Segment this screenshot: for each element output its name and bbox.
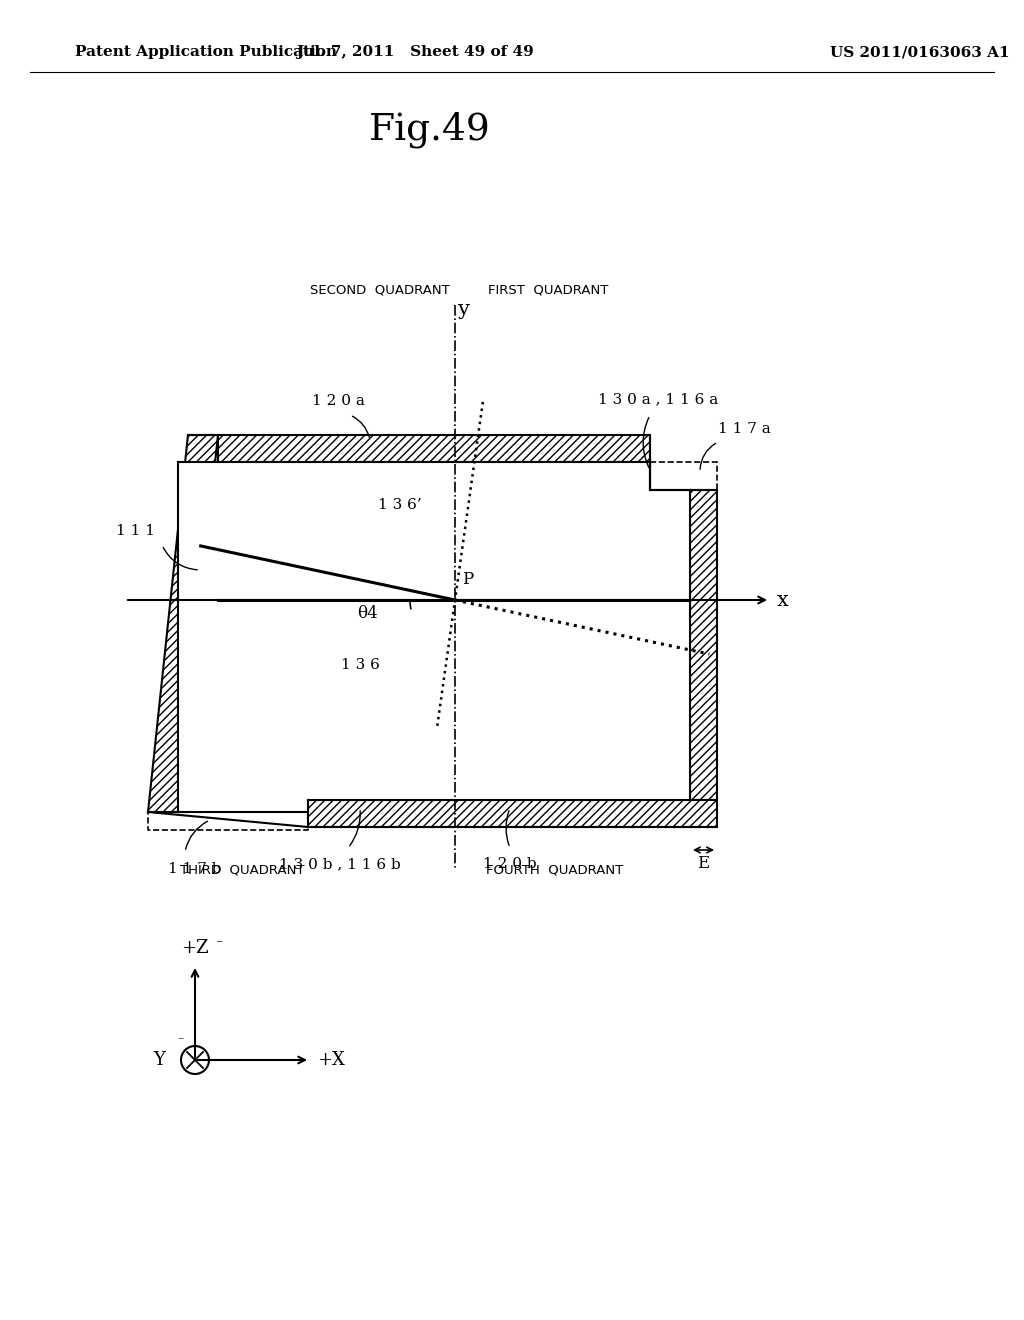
Text: Patent Application Publication: Patent Application Publication bbox=[75, 45, 337, 59]
Text: 1 2 0 b: 1 2 0 b bbox=[483, 857, 537, 871]
Text: +X: +X bbox=[317, 1051, 345, 1069]
Polygon shape bbox=[218, 436, 650, 462]
Text: 1 3 0 a , 1 1 6 a: 1 3 0 a , 1 1 6 a bbox=[598, 392, 718, 407]
Text: 1 2 0 a: 1 2 0 a bbox=[311, 393, 365, 408]
Text: THIRD  QUADRANT: THIRD QUADRANT bbox=[180, 863, 304, 876]
Text: FOURTH  QUADRANT: FOURTH QUADRANT bbox=[486, 863, 624, 876]
Polygon shape bbox=[308, 800, 717, 828]
Text: FIRST  QUADRANT: FIRST QUADRANT bbox=[488, 284, 608, 297]
Text: US 2011/0163063 A1: US 2011/0163063 A1 bbox=[830, 45, 1010, 59]
Text: 1 3 6’: 1 3 6’ bbox=[378, 498, 422, 512]
Text: 1 1 7 b: 1 1 7 b bbox=[168, 862, 221, 876]
Text: ⁻: ⁻ bbox=[177, 1035, 183, 1048]
Text: 1 3 6: 1 3 6 bbox=[341, 657, 380, 672]
Text: Y: Y bbox=[154, 1051, 165, 1069]
Text: E: E bbox=[697, 855, 710, 873]
Text: θ4: θ4 bbox=[357, 606, 379, 623]
Text: P: P bbox=[462, 572, 473, 587]
Text: Jul. 7, 2011   Sheet 49 of 49: Jul. 7, 2011 Sheet 49 of 49 bbox=[296, 45, 534, 59]
Text: Fig.49: Fig.49 bbox=[369, 112, 490, 148]
Text: ⁻: ⁻ bbox=[215, 939, 222, 952]
Text: +Z: +Z bbox=[181, 939, 209, 957]
Text: x: x bbox=[777, 590, 788, 610]
Text: 1 1 7 a: 1 1 7 a bbox=[718, 422, 771, 436]
Polygon shape bbox=[690, 490, 717, 800]
Text: 1 1 1: 1 1 1 bbox=[116, 524, 155, 539]
Polygon shape bbox=[178, 462, 690, 812]
Text: y: y bbox=[458, 300, 470, 319]
Polygon shape bbox=[148, 436, 218, 812]
Text: SECOND  QUADRANT: SECOND QUADRANT bbox=[310, 284, 450, 297]
Text: 1 3 0 b , 1 1 6 b: 1 3 0 b , 1 1 6 b bbox=[280, 857, 400, 871]
